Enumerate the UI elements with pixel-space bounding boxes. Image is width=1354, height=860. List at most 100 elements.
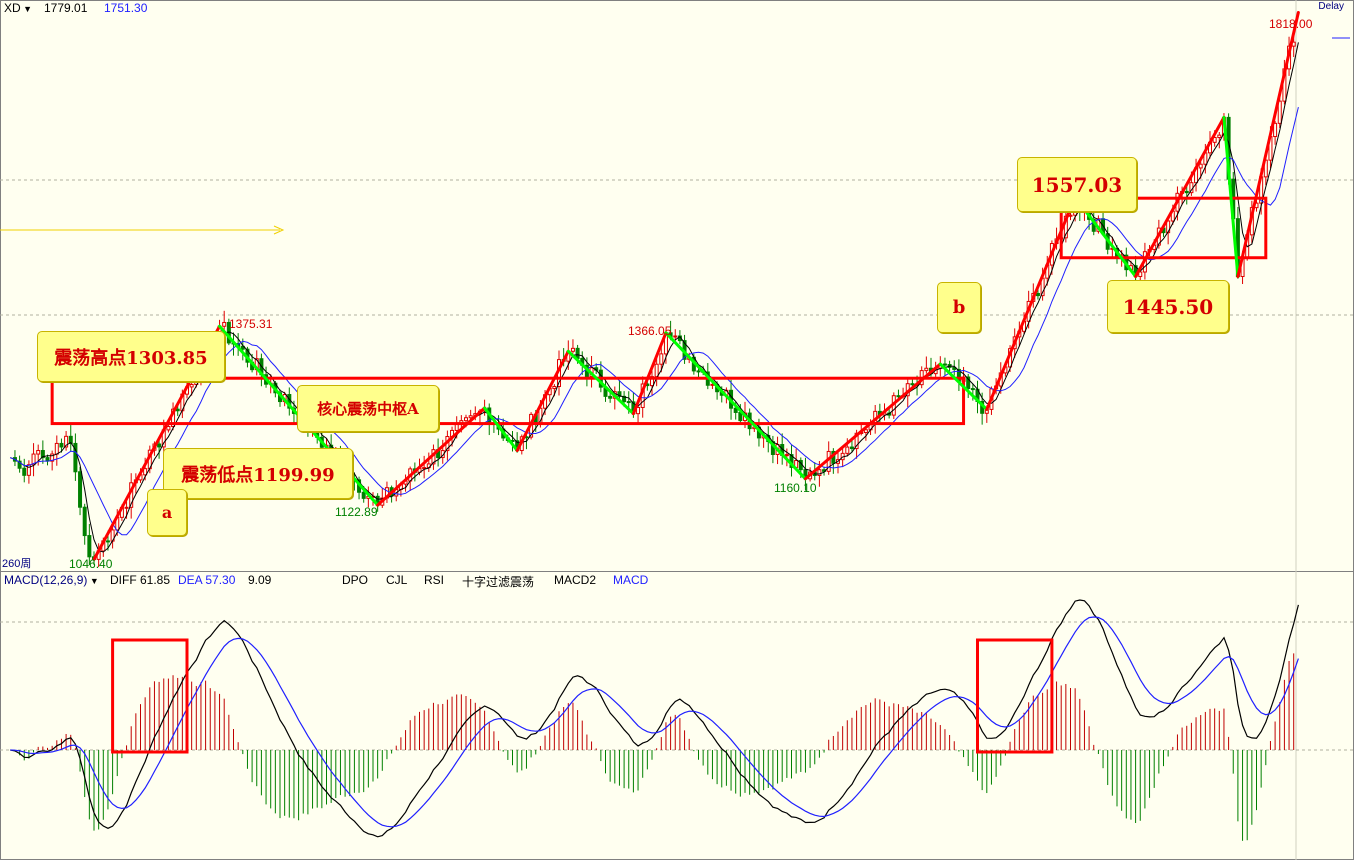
zigzag-green-leg-5: [566, 349, 635, 416]
candle-body: [626, 401, 631, 404]
price-value-1: 1779.01: [44, 1, 88, 15]
tab-dpo[interactable]: DPO: [342, 573, 369, 587]
candle-body: [40, 450, 45, 459]
candle-body: [845, 446, 850, 454]
candle-body: [31, 453, 36, 466]
yellow-arrow-head: [273, 225, 285, 235]
candle-body: [189, 383, 194, 388]
macd-value: 9.09: [248, 573, 272, 587]
indicator-name: MACD(12,26,9): [4, 573, 88, 587]
zigzag-red-leg-2: [376, 406, 487, 507]
tab-cjl[interactable]: CJL: [386, 573, 408, 587]
oscillation-low-note: 震荡低点1199.99: [163, 448, 353, 499]
candle-body: [22, 467, 27, 476]
candle-body: [64, 435, 69, 448]
macd-diff-line: [10, 599, 1299, 838]
indicator-selector[interactable]: MACD(12,26,9) ▼: [4, 573, 99, 587]
price-label-lo3: 1160.10: [774, 481, 817, 495]
tab-macd2[interactable]: MACD2: [554, 573, 597, 587]
zigzag-red-leg-14: [1236, 11, 1300, 279]
candle-body: [1198, 163, 1203, 169]
candle-body: [817, 469, 822, 476]
symbol-selector[interactable]: XD ▼: [4, 1, 32, 15]
candle-body: [17, 460, 22, 469]
price-label-hi2: 1366.05: [628, 324, 672, 338]
zigzag-green-leg-3: [483, 406, 519, 453]
price-label-lo1: 1046.40: [69, 557, 113, 571]
candle-body: [464, 417, 468, 422]
candle-body: [608, 395, 613, 399]
candle-body: [468, 415, 473, 419]
candle-body: [849, 446, 854, 450]
candle-body: [942, 363, 947, 366]
candle-body: [636, 406, 641, 415]
candle-body: [1138, 271, 1143, 278]
zigzag-green-leg-9: [938, 362, 989, 411]
candle-body: [863, 429, 868, 434]
macd-highlight-rect-2: [976, 638, 1054, 754]
candle-body: [617, 391, 622, 397]
candle-body: [673, 335, 678, 338]
candle-body: [124, 506, 129, 509]
period-label: 260周: [2, 558, 32, 570]
candle-body: [143, 468, 148, 476]
price-value-2: 1751.30: [104, 1, 148, 15]
candle-body: [966, 376, 971, 390]
zigzag-red-leg-12: [1134, 115, 1226, 279]
candle-body: [1035, 292, 1040, 297]
candle-body: [68, 435, 73, 444]
candle-body: [422, 467, 427, 470]
candle-body: [910, 383, 915, 386]
candle-body: [157, 443, 162, 448]
candle-body: [854, 432, 859, 450]
candle-body: [552, 385, 557, 390]
candle-body: [896, 395, 901, 398]
candle-body: [222, 321, 227, 327]
candle-body: [175, 408, 180, 412]
candle-body: [733, 407, 738, 413]
candle-body: [784, 454, 789, 457]
candle-body: [1277, 100, 1282, 124]
price-1557-note: 1557.03: [1017, 157, 1137, 212]
chevron-down-icon: ▼: [87, 576, 99, 586]
candle-body: [1184, 190, 1189, 194]
zigzag-green-leg-13: [1222, 115, 1240, 279]
candle-body: [105, 540, 110, 543]
diff-value: DIFF 61.85: [110, 573, 171, 587]
center-zone-a-rect: [50, 376, 966, 426]
tab-rsi[interactable]: RSI: [424, 573, 445, 587]
zigzag-green-leg-7: [664, 331, 807, 481]
dea-value: DEA 57.30: [178, 573, 236, 587]
price-label-hi3: 1818.00: [1269, 17, 1313, 31]
tab-cross-filter[interactable]: 十字过滤震荡: [462, 575, 535, 589]
candle-body: [26, 464, 31, 476]
core-zone-note: 核心震荡中枢A: [297, 385, 439, 432]
macd-highlight-rect-1: [111, 638, 189, 754]
candle-body: [659, 353, 664, 365]
candle-body: [575, 347, 580, 359]
candle-body: [73, 442, 78, 473]
delay-indicator: Delay: [1318, 1, 1344, 12]
wave-a-note: a: [147, 489, 187, 536]
tab-macd[interactable]: MACD: [613, 573, 649, 587]
candle-body: [50, 453, 55, 462]
candle-body: [696, 370, 701, 373]
macd-dea-line: [10, 616, 1299, 828]
price-1445-note: 1445.50: [1107, 280, 1229, 333]
candle-body: [87, 535, 92, 558]
candle-body: [654, 363, 659, 378]
candle-body: [54, 442, 59, 455]
zigzag-red-leg-4: [515, 349, 570, 453]
candle-body: [1217, 134, 1222, 139]
price-label-hi1: 1375.31: [229, 317, 273, 331]
candle-body: [36, 450, 41, 455]
zigzag-red-leg-8: [803, 362, 942, 481]
candle-body: [570, 347, 575, 352]
candle-body: [361, 491, 366, 499]
candle-body: [166, 425, 171, 431]
candle-body: [1273, 122, 1278, 138]
candle-body: [78, 471, 83, 508]
candle-body: [59, 442, 64, 448]
